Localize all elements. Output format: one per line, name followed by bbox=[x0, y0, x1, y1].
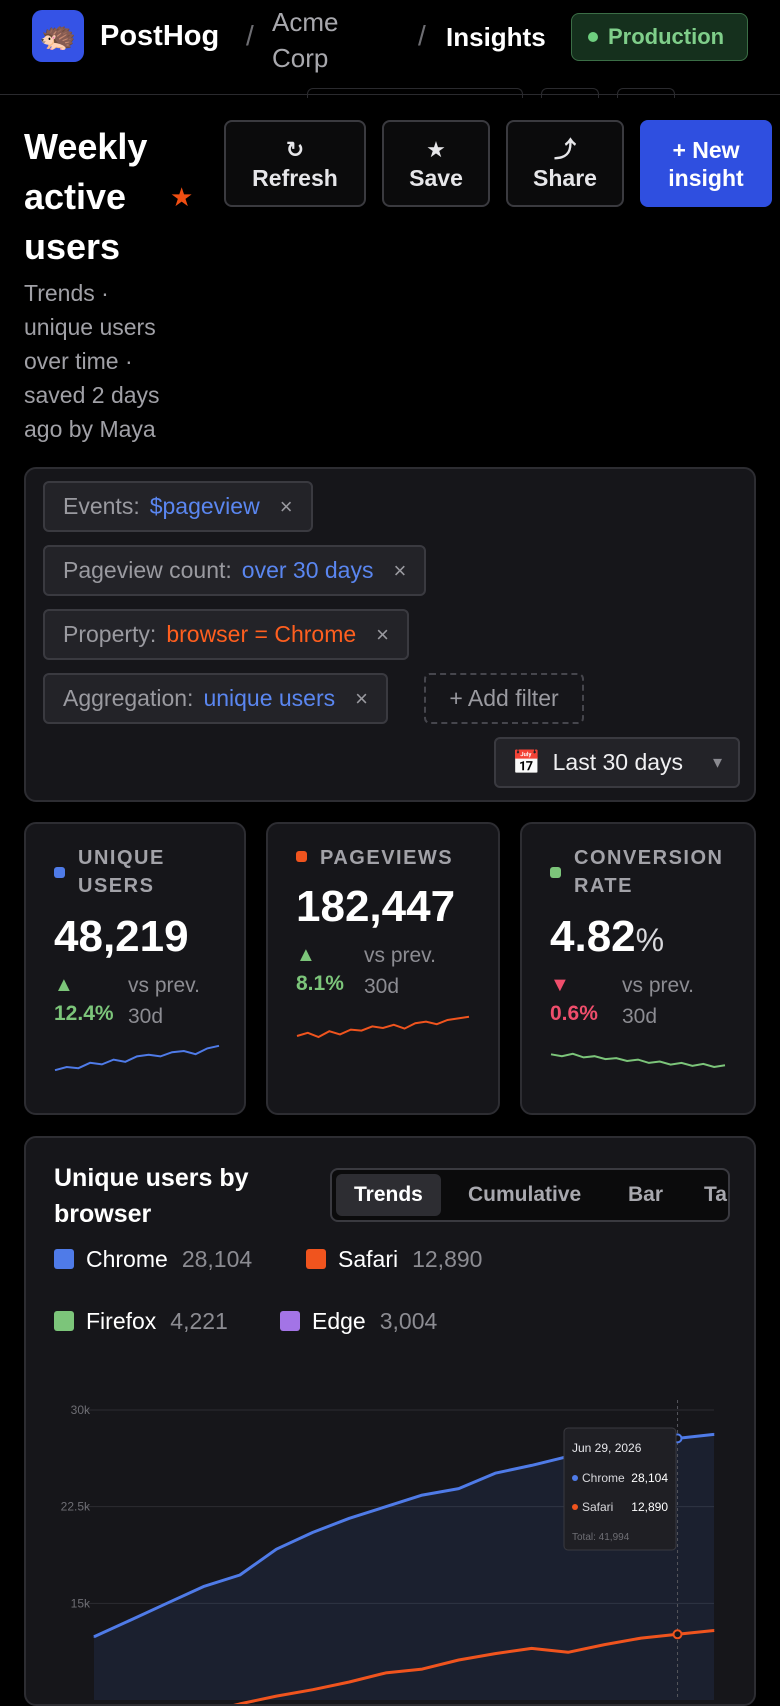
stat-label: UNIQUE USERS bbox=[78, 844, 198, 900]
favorite-star-icon[interactable]: ★ bbox=[170, 182, 193, 213]
date-range-select[interactable]: 📅 Last 30 days ▾ bbox=[494, 737, 740, 788]
filter-chip-property[interactable]: Property: browser = Chrome × bbox=[43, 609, 409, 660]
share-icon: ⤴ bbox=[554, 136, 576, 164]
sparkline-pageviews bbox=[296, 1009, 470, 1047]
breadcrumb-org[interactable]: Acme Corp bbox=[272, 4, 362, 76]
y-tick-label: 22.5k bbox=[61, 1500, 91, 1514]
y-tick-label: 15k bbox=[71, 1596, 91, 1610]
tooltip-series-value: 28,104 bbox=[631, 1471, 668, 1485]
tooltip-series-value: 12,890 bbox=[631, 1500, 668, 1514]
filter-value: browser = Chrome bbox=[166, 621, 356, 648]
stat-number: 4.82 bbox=[550, 912, 636, 961]
stat-value: 4.82% bbox=[550, 912, 664, 962]
brand-name[interactable]: PostHog bbox=[100, 20, 219, 53]
stat-card-unique-users[interactable]: UNIQUE USERS 48,219 ▲ 12.4% vs prev. 30d bbox=[24, 822, 246, 1115]
save-button[interactable]: ★ Save bbox=[382, 120, 490, 207]
stat-number: 182,447 bbox=[296, 882, 455, 931]
series-dot-icon bbox=[550, 867, 561, 878]
filter-chip-pageview-count[interactable]: Pageview count: over 30 days × bbox=[43, 545, 426, 596]
calendar-icon: 📅 bbox=[512, 749, 541, 776]
breadcrumb-separator: / bbox=[246, 20, 254, 52]
environment-label: Production bbox=[608, 24, 724, 50]
stat-compare: vs prev. 30d bbox=[364, 940, 464, 1002]
trend-up-icon: ▲ bbox=[296, 944, 316, 967]
chart-card: Unique users by browser Trends Cumulativ… bbox=[24, 1136, 756, 1706]
tooltip-date: Jun 29, 2026 bbox=[572, 1441, 642, 1455]
stat-change: 8.1% bbox=[296, 972, 344, 996]
stat-value: 182,447 bbox=[296, 882, 455, 932]
posthog-logo-icon[interactable]: 🦔 bbox=[32, 10, 84, 62]
remove-filter-icon[interactable]: × bbox=[376, 622, 389, 648]
filter-key: Events: bbox=[63, 493, 140, 520]
filter-value: over 30 days bbox=[242, 557, 374, 584]
stat-label: PAGEVIEWS bbox=[320, 844, 490, 872]
top-bar: 🦔 PostHog / Acme Corp / Insights Product… bbox=[0, 0, 780, 95]
chevron-down-icon: ▾ bbox=[713, 752, 722, 773]
status-dot-icon bbox=[588, 32, 598, 42]
series-dot-icon bbox=[296, 851, 307, 862]
remove-filter-icon[interactable]: × bbox=[355, 686, 368, 712]
date-range-label: Last 30 days bbox=[553, 749, 683, 776]
environment-badge[interactable]: Production bbox=[571, 13, 748, 61]
stat-value: 48,219 bbox=[54, 912, 189, 962]
trend-chart[interactable]: 30k 22.5k 15k Jun 29, 2026 Chrome 28,104 Safar… bbox=[26, 1138, 754, 1704]
stat-card-conversion-rate[interactable]: CONVERSION RATE 4.82% ▼ 0.6% vs prev. 30… bbox=[520, 822, 756, 1115]
insight-subtitle: Trends · unique users over time · saved … bbox=[24, 276, 184, 446]
tooltip-series-name: Safari bbox=[582, 1500, 613, 1514]
tooltip-swatch-icon bbox=[572, 1504, 578, 1510]
stat-compare: vs prev. 30d bbox=[622, 970, 722, 1032]
filter-value: unique users bbox=[203, 685, 335, 712]
star-icon: ★ bbox=[426, 136, 446, 164]
refresh-button[interactable]: ↻ Refresh bbox=[224, 120, 366, 207]
toolbar-edge bbox=[617, 88, 675, 98]
tooltip-swatch-icon bbox=[572, 1475, 578, 1481]
toolbar-edge bbox=[541, 88, 599, 98]
breadcrumb-separator: / bbox=[418, 20, 426, 52]
tooltip-total: Total: 41,994 bbox=[572, 1532, 630, 1543]
filter-value: $pageview bbox=[150, 493, 260, 520]
refresh-label: Refresh bbox=[252, 164, 338, 192]
series-dot-icon bbox=[54, 867, 65, 878]
stat-change: 12.4% bbox=[54, 1002, 114, 1026]
filter-key: Aggregation: bbox=[63, 685, 193, 712]
remove-filter-icon[interactable]: × bbox=[280, 494, 293, 520]
stat-change: 0.6% bbox=[550, 1002, 598, 1026]
share-label: Share bbox=[533, 164, 597, 192]
breadcrumb-org-label: Acme Corp bbox=[272, 4, 362, 76]
new-insight-label: + New insight bbox=[656, 136, 756, 192]
insight-title[interactable]: Weekly active users bbox=[24, 122, 174, 272]
trend-up-icon: ▲ bbox=[54, 974, 74, 997]
filter-key: Property: bbox=[63, 621, 156, 648]
remove-filter-icon[interactable]: × bbox=[393, 558, 406, 584]
stat-compare: vs prev. 30d bbox=[128, 970, 228, 1032]
stat-label: CONVERSION RATE bbox=[574, 844, 734, 900]
data-point-safari bbox=[674, 1630, 682, 1638]
stat-unit: % bbox=[636, 922, 664, 958]
filter-key: Pageview count: bbox=[63, 557, 232, 584]
filter-panel: Events: $pageview × Pageview count: over… bbox=[24, 467, 756, 802]
new-insight-button[interactable]: + New insight bbox=[640, 120, 772, 207]
stat-card-pageviews[interactable]: PAGEVIEWS 182,447 ▲ 8.1% vs prev. 30d bbox=[266, 822, 500, 1115]
breadcrumb-current[interactable]: Insights bbox=[446, 22, 546, 53]
y-tick-label: 30k bbox=[71, 1403, 91, 1417]
save-label: Save bbox=[409, 164, 463, 192]
stat-number: 48,219 bbox=[54, 912, 189, 961]
trend-down-icon: ▼ bbox=[550, 974, 570, 997]
add-filter-button[interactable]: + Add filter bbox=[424, 673, 584, 724]
filter-chip-aggregation[interactable]: Aggregation: unique users × bbox=[43, 673, 388, 724]
sparkline-unique-users bbox=[54, 1039, 220, 1077]
toolbar-edge bbox=[307, 88, 523, 98]
share-button[interactable]: ⤴ Share bbox=[506, 120, 624, 207]
tooltip-series-name: Chrome bbox=[582, 1471, 625, 1485]
sparkline-conversion-rate bbox=[550, 1046, 726, 1076]
refresh-icon: ↻ bbox=[286, 136, 304, 164]
filter-chip-events[interactable]: Events: $pageview × bbox=[43, 481, 313, 532]
